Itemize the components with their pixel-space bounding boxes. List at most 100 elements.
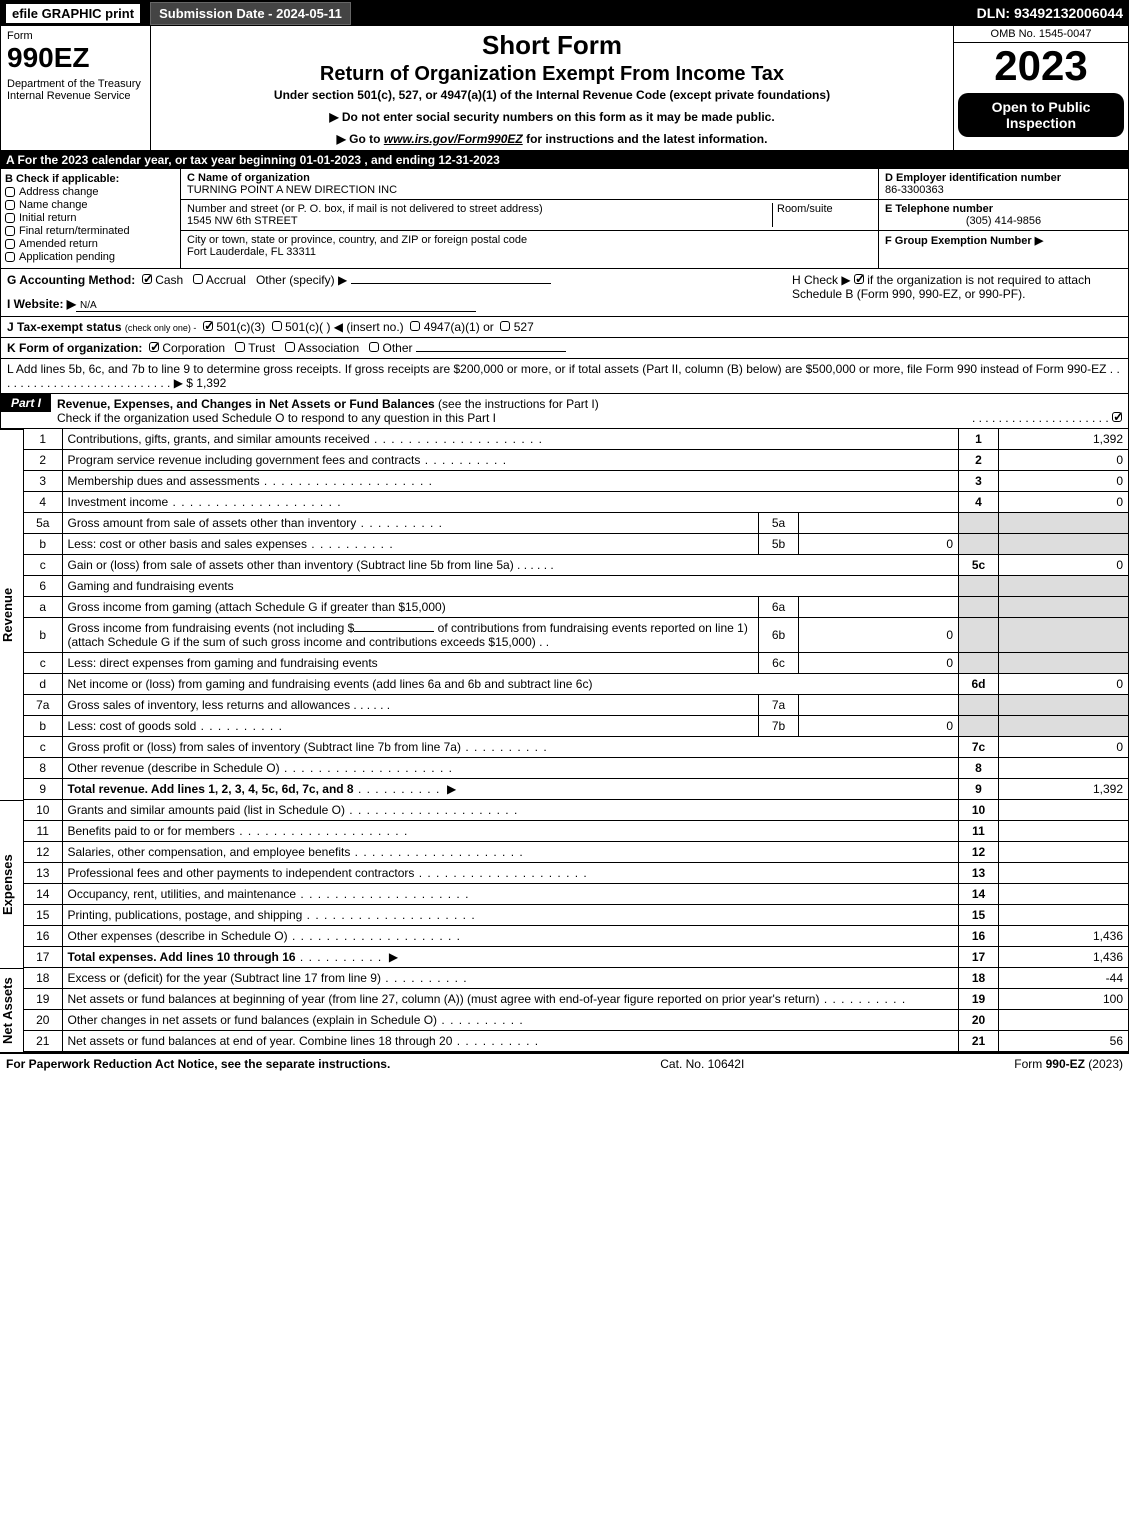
expenses-table: 10Grants and similar amounts paid (list …	[24, 800, 1129, 968]
form-number: 990EZ	[7, 42, 144, 74]
l-value: 1,392	[196, 376, 226, 390]
ln6d: 6d	[959, 674, 999, 695]
arrow17: ▶	[389, 950, 398, 964]
chk-assoc[interactable]	[285, 342, 295, 352]
mv7b: 0	[799, 716, 959, 737]
b-item-5: Application pending	[19, 251, 115, 263]
t5b: Less: cost or other basis and sales expe…	[68, 537, 307, 551]
sh6a	[959, 597, 999, 618]
t11: Benefits paid to or for members	[68, 824, 235, 838]
footer-center: Cat. No. 10642I	[660, 1057, 744, 1071]
chk-accrual[interactable]	[193, 274, 203, 284]
t21: Net assets or fund balances at end of ye…	[68, 1034, 453, 1048]
t4: Investment income	[68, 495, 169, 509]
expenses-section: Expenses 10Grants and similar amounts pa…	[0, 800, 1129, 968]
top-bar: efile GRAPHIC print Submission Date - 20…	[0, 0, 1129, 26]
chk-amended[interactable]	[5, 239, 15, 249]
l-arrow: ▶ $	[174, 376, 193, 390]
v14	[999, 884, 1129, 905]
l6b-input[interactable]	[354, 631, 434, 632]
chk-501c[interactable]	[272, 321, 282, 331]
revenue-label: Revenue	[0, 429, 24, 800]
k-other-input[interactable]	[416, 351, 566, 352]
chk-cash[interactable]	[142, 274, 152, 284]
ln3: 3	[959, 471, 999, 492]
chk-part1-o[interactable]	[1112, 412, 1122, 422]
short-form-title: Short Form	[155, 30, 949, 61]
t7a: Gross sales of inventory, less returns a…	[68, 698, 351, 712]
ln20: 20	[959, 1010, 999, 1031]
t9: Total revenue. Add lines 1, 2, 3, 4, 5c,…	[68, 782, 354, 796]
t7c: Gross profit or (loss) from sales of inv…	[68, 740, 461, 754]
n10: 10	[24, 800, 62, 821]
n6b: b	[24, 618, 62, 653]
n6d: d	[24, 674, 62, 695]
v20	[999, 1010, 1129, 1031]
ln9: 9	[959, 779, 999, 800]
chk-trust[interactable]	[235, 342, 245, 352]
chk-corp[interactable]	[149, 342, 159, 352]
ln17: 17	[959, 947, 999, 968]
b-item-0: Address change	[19, 186, 99, 198]
chk-527[interactable]	[500, 321, 510, 331]
v9: 1,392	[999, 779, 1129, 800]
chk-name[interactable]	[5, 200, 15, 210]
t7b: Less: cost of goods sold	[68, 719, 197, 733]
v4: 0	[999, 492, 1129, 513]
c-street-label: Number and street (or P. O. box, if mail…	[187, 203, 772, 215]
v2: 0	[999, 450, 1129, 471]
chk-501c3[interactable]	[203, 321, 213, 331]
v12	[999, 842, 1129, 863]
t2: Program service revenue including govern…	[68, 453, 421, 467]
mn7a: 7a	[759, 695, 799, 716]
chk-pending[interactable]	[5, 252, 15, 262]
t5c: Gain or (loss) from sale of assets other…	[68, 558, 514, 572]
i-website: N/A	[76, 300, 476, 312]
ln16: 16	[959, 926, 999, 947]
t15: Printing, publications, postage, and shi…	[68, 908, 303, 922]
k-o2: Trust	[248, 341, 275, 355]
n6: 6	[24, 576, 62, 597]
ln7c: 7c	[959, 737, 999, 758]
chk-h[interactable]	[854, 274, 864, 284]
v11	[999, 821, 1129, 842]
d-ein-label: D Employer identification number	[885, 172, 1122, 184]
n6c: c	[24, 653, 62, 674]
g-cash: Cash	[155, 273, 183, 287]
n6a: a	[24, 597, 62, 618]
header-right: OMB No. 1545-0047 2023 Open to Public In…	[953, 26, 1128, 150]
sh7a	[959, 695, 999, 716]
v15	[999, 905, 1129, 926]
n8: 8	[24, 758, 62, 779]
sh5a	[959, 513, 999, 534]
section-g: G Accounting Method: Cash Accrual Other …	[7, 273, 792, 312]
open-public-pill: Open to Public Inspection	[958, 93, 1124, 137]
b-item-2: Initial return	[19, 212, 76, 224]
chk-address[interactable]	[5, 187, 15, 197]
chk-initial[interactable]	[5, 213, 15, 223]
irs-link[interactable]: www.irs.gov/Form990EZ	[384, 132, 523, 146]
chk-4947[interactable]	[410, 321, 420, 331]
c-name-label: C Name of organization	[187, 172, 872, 184]
g-other-input[interactable]	[351, 283, 551, 284]
v21: 56	[999, 1031, 1129, 1052]
n21: 21	[24, 1031, 62, 1052]
t17: Total expenses. Add lines 10 through 16	[68, 950, 296, 964]
part1-header: Part I Revenue, Expenses, and Changes in…	[0, 394, 1129, 429]
v18: -44	[999, 968, 1129, 989]
ln13: 13	[959, 863, 999, 884]
chk-other-org[interactable]	[369, 342, 379, 352]
org-name: TURNING POINT A NEW DIRECTION INC	[187, 184, 872, 196]
netassets-label: Net Assets	[0, 968, 24, 1052]
chk-final[interactable]	[5, 226, 15, 236]
part1-check: Check if the organization used Schedule …	[57, 411, 496, 425]
row-j: J Tax-exempt status (check only one) - 5…	[0, 317, 1129, 338]
ln18: 18	[959, 968, 999, 989]
sh6	[959, 576, 999, 597]
ln4: 4	[959, 492, 999, 513]
ln2: 2	[959, 450, 999, 471]
n1: 1	[24, 429, 62, 450]
n5c: c	[24, 555, 62, 576]
t13: Professional fees and other payments to …	[68, 866, 415, 880]
g-label: G Accounting Method:	[7, 273, 135, 287]
